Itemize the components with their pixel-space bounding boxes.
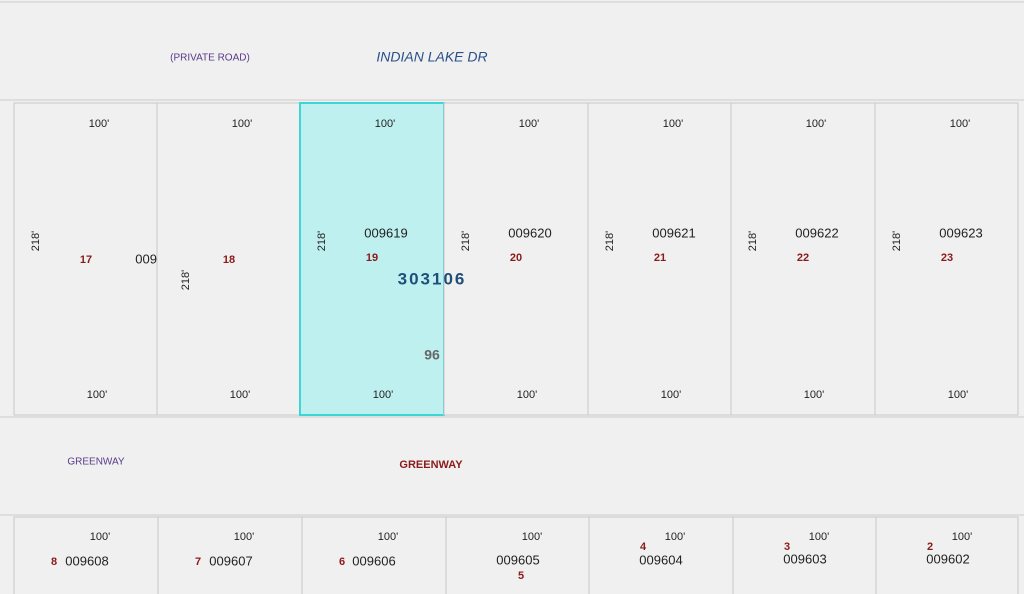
lot (588, 516, 734, 594)
parcel-id: 009604 (639, 552, 682, 567)
dimension: 100' (952, 531, 972, 543)
parcel-id: 009623 (939, 225, 982, 240)
lot-number: 18 (223, 254, 235, 266)
lot-number: 23 (941, 252, 953, 264)
dimension: 100' (950, 118, 970, 130)
parcel-id: 009621 (652, 225, 695, 240)
dimension: 100' (809, 531, 829, 543)
dimension: 100' (232, 118, 252, 130)
road-note: (PRIVATE ROAD) (170, 53, 250, 64)
lot (587, 102, 732, 416)
dimension: 218' (316, 231, 328, 251)
lot-number: 21 (654, 252, 666, 264)
road-name: INDIAN LAKE DR (376, 49, 487, 65)
lot (875, 516, 1019, 594)
dimension: 218' (604, 231, 616, 251)
dimension: 100' (375, 118, 395, 130)
parcel-id: 009608 (65, 553, 108, 568)
dimension: 100' (663, 118, 683, 130)
parcel-id: 009602 (926, 551, 969, 566)
parcel-id: 009606 (352, 553, 395, 568)
parcel-id: 009620 (508, 225, 551, 240)
dimension: 100' (90, 531, 110, 543)
dimension: 100' (661, 389, 681, 401)
dimension: 100' (522, 531, 542, 543)
lot (443, 102, 589, 416)
parcel-id: 009622 (795, 225, 838, 240)
lot-number: 2 (927, 541, 933, 553)
dimension: 100' (87, 389, 107, 401)
dimension: 100' (517, 389, 537, 401)
dimension: 218' (747, 231, 759, 251)
dimension: 218' (460, 231, 472, 251)
dimension: 100' (948, 389, 968, 401)
lot-number: 3 (784, 541, 790, 553)
dimension: 100' (806, 118, 826, 130)
lot-number: 8 (51, 556, 57, 568)
block-number: 303106 (398, 269, 467, 288)
lot (156, 102, 301, 416)
lot-number: 17 (80, 254, 92, 266)
lot (730, 102, 876, 416)
lot (445, 516, 590, 594)
lot (874, 102, 1019, 416)
lot (13, 516, 159, 594)
lot-number: 22 (797, 252, 809, 264)
dimension: 218' (30, 231, 42, 251)
dimension: 100' (89, 118, 109, 130)
lot-number: 5 (518, 570, 524, 582)
dimension: 100' (378, 531, 398, 543)
lot (301, 516, 447, 594)
lot (13, 102, 158, 416)
parcel-id: 009619 (364, 225, 407, 240)
dimension: 218' (891, 231, 903, 251)
lot (299, 102, 445, 416)
dimension: 100' (519, 118, 539, 130)
lot-number: 20 (510, 252, 522, 264)
parcel-id: 009607 (209, 553, 252, 568)
lot-number: 19 (366, 252, 378, 264)
road-label: GREENWAY (399, 459, 463, 471)
parcel-id: 009605 (496, 552, 539, 567)
lot-number: 7 (195, 556, 201, 568)
dimension: 100' (665, 531, 685, 543)
parcel-id: 009603 (783, 551, 826, 566)
dimension: 100' (234, 531, 254, 543)
lot (157, 516, 303, 594)
dimension: 218' (180, 270, 192, 290)
dimension: 100' (804, 389, 824, 401)
road-name: GREENWAY (67, 457, 125, 468)
dimension: 100' (230, 389, 250, 401)
lot-number: 4 (640, 541, 647, 553)
section-number: 96 (424, 347, 440, 363)
lots: 100'100'218'00961717100'100'218'18100'10… (13, 102, 1019, 594)
lot (732, 516, 877, 594)
dimension: 100' (373, 389, 393, 401)
lot-number: 6 (339, 556, 345, 568)
